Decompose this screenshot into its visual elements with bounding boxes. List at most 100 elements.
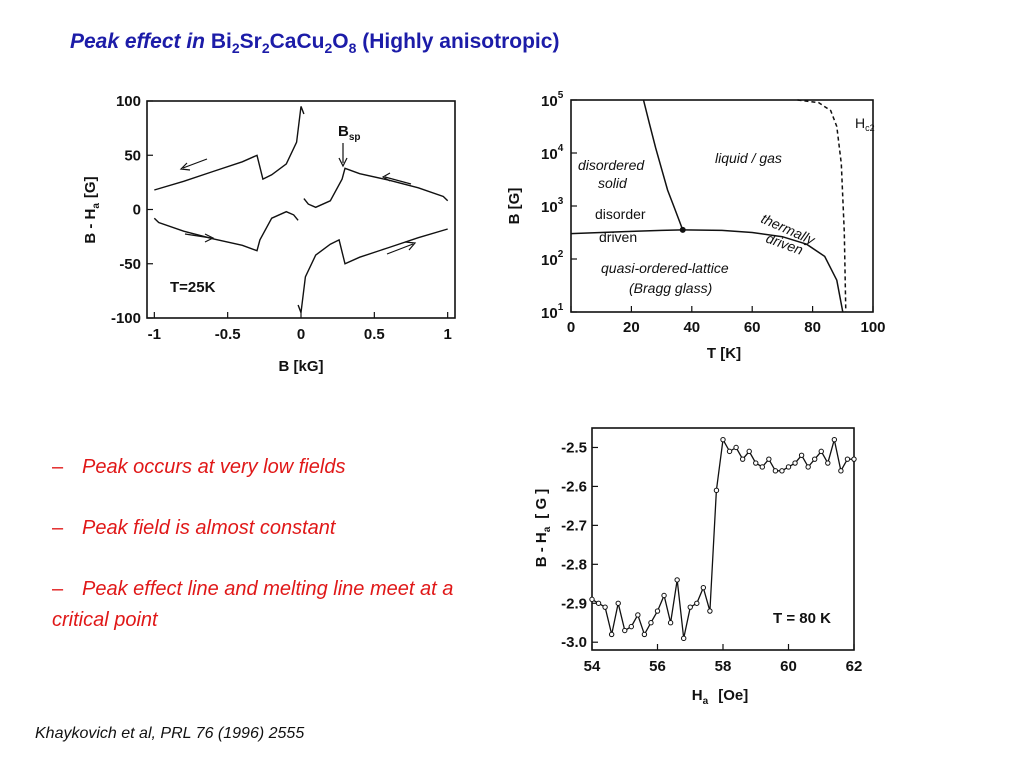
- hysteresis-y-tick-label: 0: [133, 202, 141, 219]
- label-hc2: Hc2: [855, 115, 875, 133]
- bullet-list: – Peak occurs at very low fields – Peak fi…: [52, 452, 492, 666]
- bsp-arrow: [338, 143, 348, 168]
- phase-y-tick-label: 105: [541, 90, 564, 110]
- peak-data-point: [674, 577, 680, 583]
- phase-y-tick-label: 104: [541, 143, 564, 163]
- peak-data-point: [746, 448, 752, 455]
- hysteresis-x-tick-label: 0: [297, 326, 305, 343]
- peak-data-point: [779, 468, 785, 474]
- hysteresis-y-label: B - Ha[G]: [82, 176, 102, 243]
- phase-line: [642, 99, 684, 231]
- phase-x-tick-label: 20: [623, 319, 640, 336]
- hysteresis-x-tick-label: -1: [148, 326, 161, 343]
- hysteresis-y-tick-label: 100: [116, 93, 141, 110]
- peak-y-tick-label: -2.8: [561, 556, 587, 573]
- phase-x-label: T [K]: [707, 345, 741, 362]
- bsp-label: Bsp: [338, 123, 361, 143]
- peak-data-point: [641, 631, 648, 638]
- hysteresis-y-tick-label: 50: [124, 147, 141, 164]
- hysteresis-svg: -1 -0.5 0 0.5 1 100 50 0 -50 -100 B [kG] B - Ha[G…: [82, 93, 456, 375]
- hysteresis-branch: [154, 106, 305, 191]
- peak-data-point: [812, 456, 818, 462]
- phase-diagram-chart: 0 20 40 60 80 100 101 102 103 104 105 T [K] B [G] …: [495, 88, 915, 378]
- peak-y-tick-label: -2.9: [561, 595, 587, 612]
- phase-y-tick-label: 103: [541, 196, 564, 216]
- hysteresis-temperature-label: T=25K: [170, 279, 216, 296]
- peak-data-point: [661, 592, 667, 599]
- title-formula: Bi2Sr2CaCu2O8: [210, 30, 357, 57]
- sweep-arrow-lower-right: [386, 241, 417, 255]
- peak-data-point: [608, 631, 615, 638]
- peak-x-tick-label: 54: [584, 658, 601, 675]
- peak-x-tick-label: 60: [780, 658, 797, 675]
- label-liquid-gas: liquid / gas: [715, 150, 782, 166]
- sweep-arrow-upper-right: [381, 172, 412, 185]
- phase-x-tick-label: 60: [744, 319, 761, 336]
- peak-data-point: [687, 604, 693, 610]
- phase-x-tick-label: 80: [804, 319, 821, 336]
- bullet-item: – Peak effect line and melting line meet …: [52, 578, 454, 631]
- peak-data-point: [785, 464, 792, 470]
- sweep-arrow-upper-left: [179, 158, 208, 171]
- peak-data-point: [739, 456, 746, 462]
- peak-data-point: [772, 468, 779, 474]
- phase-y-tick-label: 102: [541, 249, 564, 269]
- peak-data-point: [667, 620, 674, 626]
- peak-data-point: [589, 596, 595, 603]
- peak-data-point: [851, 456, 857, 462]
- peak-data-point: [615, 600, 621, 606]
- peak-data-point: [838, 468, 844, 474]
- phase-x-tick-label: 40: [683, 319, 700, 336]
- phase-x-tick-label: 0: [567, 319, 575, 336]
- title-lead: Peak effect in: [70, 30, 206, 53]
- hysteresis-x-tick-label: -0.5: [215, 326, 241, 343]
- peak-y-label: B - Ha[ G ]: [533, 489, 553, 568]
- citation: Khaykovich et al, PRL 76 (1996) 2555: [35, 725, 305, 742]
- bullet-item: – Peak field is almost constant: [52, 517, 336, 539]
- label-quasi-ordered-lattice: quasi-ordered-lattice: [601, 260, 729, 276]
- phase-y-label: B [G]: [506, 188, 523, 225]
- peak-data-point: [733, 444, 739, 451]
- sweep-arrow-lower-left: [184, 233, 215, 243]
- hysteresis-x-label: B [kG]: [279, 358, 324, 375]
- peak-x-tick-label: 58: [715, 658, 732, 675]
- bullet-item: – Peak occurs at very low fields: [52, 456, 346, 478]
- peak-temperature-label: T = 80 K: [773, 610, 831, 627]
- peak-data-point: [753, 460, 759, 466]
- hysteresis-chart: -1 -0.5 0 0.5 1 100 50 0 -50 -100 B [kG] B - Ha[G…: [75, 88, 475, 388]
- peak-data-point: [713, 487, 720, 494]
- phase-line: [682, 229, 844, 313]
- title-tail: (Highly anisotropic): [362, 30, 560, 53]
- peak-data-point: [798, 452, 805, 458]
- label-bragg-glass: (Bragg glass): [629, 280, 712, 296]
- peak-data-point: [831, 436, 838, 443]
- peak-data-point: [635, 612, 641, 618]
- peak-data-point: [628, 623, 635, 630]
- label-disordered: disordered: [578, 157, 645, 173]
- peak-x-tick-label: 62: [846, 658, 863, 675]
- peak-data-point: [595, 600, 602, 606]
- critical-point: [679, 226, 686, 233]
- slide-title: Peak effect in Bi2Sr2CaCu2O8 (Highly ani…: [70, 30, 559, 56]
- peak-data-point: [792, 460, 798, 466]
- hysteresis-x-tick-label: 0.5: [364, 326, 385, 343]
- hysteresis-branch: [153, 210, 299, 252]
- peak-data-point: [805, 464, 811, 470]
- hysteresis-y-tick-label: -50: [119, 256, 141, 273]
- peak-data-point: [602, 604, 608, 610]
- peak-data-point: [707, 608, 713, 614]
- peak-data-point: [759, 464, 766, 470]
- peak-effect-svg: 54 56 58 60 62 -2.5 -2.6 -2.7 -2.8 -2.9 -3.0 Ha [Oe…: [533, 427, 863, 707]
- peak-data-point: [825, 460, 831, 466]
- peak-data-point: [654, 608, 661, 614]
- peak-data-point: [622, 627, 628, 634]
- hysteresis-branch: [297, 228, 448, 313]
- peak-y-tick-label: -3.0: [561, 634, 587, 651]
- peak-data-point: [726, 448, 733, 455]
- peak-data-point: [694, 600, 700, 606]
- phase-line: [570, 229, 683, 235]
- peak-data-point: [681, 635, 687, 642]
- peak-data-point: [720, 436, 726, 443]
- peak-x-label: Ha [Oe]: [692, 687, 748, 707]
- label-disorder: disorder: [595, 206, 646, 222]
